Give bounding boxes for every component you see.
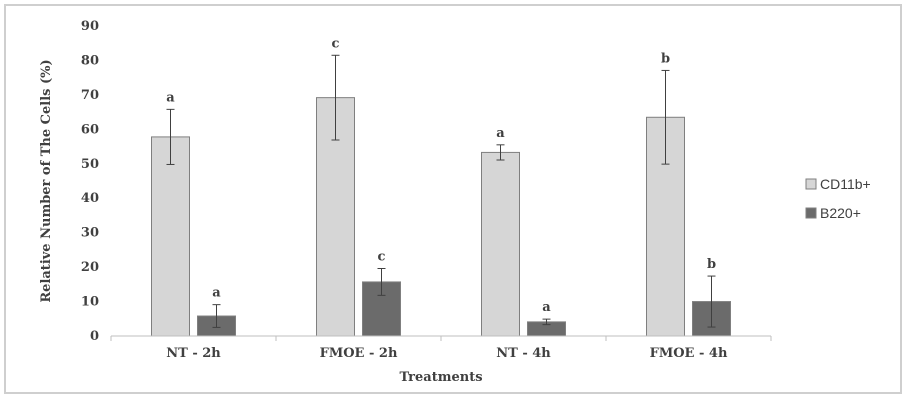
bars-group [151,97,731,337]
x-tick-label: FMOE - 2h [320,346,398,361]
y-tick-label: 80 [81,53,99,68]
chart-frame: 0 10 20 30 40 50 60 70 80 90 a a c c a a b b NT - 2h FMOE… [4,4,902,394]
x-tick-label: NT - 4h [496,346,551,361]
x-axis-ticks: NT - 2h FMOE - 2h NT - 4h FMOE - 4h [110,336,772,361]
significance-label: a [166,90,175,105]
y-tick-label: 50 [81,157,99,172]
error-bars-group [166,54,716,328]
significance-label: b [661,51,670,66]
legend-swatch [805,207,817,219]
legend-swatch [805,178,817,190]
y-tick-label: 30 [81,226,99,241]
y-tick-label: 40 [81,191,99,206]
legend-label: CD11b+ [820,176,871,192]
significance-label: a [212,286,221,301]
bar [151,136,190,337]
y-axis-ticks: 0 10 20 30 40 50 60 70 80 90 [81,19,99,344]
bar [481,151,520,337]
significance-label: c [332,36,340,51]
x-tick-label: NT - 2h [166,346,221,361]
significance-label: a [496,126,505,141]
y-tick-label: 20 [81,260,99,275]
y-tick-label: 60 [81,122,99,137]
y-tick-label: 0 [90,329,99,344]
y-axis-title: Relative Number of The Cells (%) [39,59,54,302]
significance-label: c [378,249,386,264]
y-tick-label: 90 [81,19,99,34]
x-axis-title: Treatments [399,370,482,385]
x-tick-label: FMOE - 4h [650,346,728,361]
y-tick-label: 70 [81,88,99,103]
bar-chart: 0 10 20 30 40 50 60 70 80 90 a a c c a a b b NT - 2h FMOE… [39,19,871,385]
legend-label: B220+ [820,205,861,221]
legend: CD11b+ B220+ [805,176,871,221]
significance-labels-group: a a c c a a b b [166,36,716,315]
significance-label: b [707,257,716,272]
y-tick-label: 10 [81,295,99,310]
significance-label: a [542,300,551,315]
